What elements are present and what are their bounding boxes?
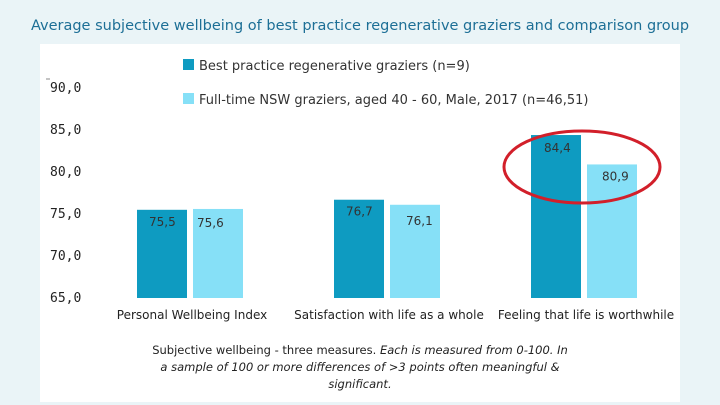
bar-comparison-2 — [390, 204, 440, 298]
category-label: Personal Wellbeing Index — [117, 308, 267, 322]
bar-best-practice-1 — [137, 209, 187, 298]
category-labels: Personal Wellbeing Index Satisfaction wit… — [117, 308, 674, 322]
y-tick-label: 70,0 — [50, 249, 81, 264]
y-tick-label: 85,0 — [50, 123, 81, 138]
bars: 75,5 75,6 76,7 76,1 84,4 80,9 — [137, 135, 637, 298]
footnote: Subjective wellbeing - three measures. E… — [150, 342, 570, 393]
data-label: 75,6 — [197, 216, 224, 230]
highlight-ellipse — [502, 129, 662, 205]
bar-best-practice-3 — [531, 135, 581, 298]
chart-title: Average subjective wellbeing of best pra… — [30, 18, 690, 34]
legend-label-comparison: Full-time NSW graziers, aged 40 - 60, Ma… — [199, 93, 588, 108]
bar-comparison-3 — [587, 164, 637, 298]
data-label: 76,7 — [346, 205, 373, 219]
data-label: 75,5 — [149, 215, 176, 229]
y-axis: 65,0 70,0 75,0 80,0 85,0 90,0 — [46, 78, 81, 306]
bar-comparison-1 — [193, 208, 243, 298]
data-label: 80,9 — [602, 169, 629, 183]
data-label: 84,4 — [544, 141, 571, 155]
legend: Best practice regenerative graziers (n=9… — [183, 59, 588, 108]
y-tick-label: 90,0 — [50, 81, 81, 96]
y-tick-label: 75,0 — [50, 207, 81, 222]
footnote-lead: Subjective wellbeing - three measures. — [152, 343, 377, 357]
legend-swatch-best-practice — [183, 59, 194, 70]
bar-best-practice-2 — [334, 199, 384, 298]
category-label: Satisfaction with life as a whole — [294, 308, 484, 322]
y-tick-label: 80,0 — [50, 165, 81, 180]
data-label: 76,1 — [406, 214, 433, 228]
legend-label-best-practice: Best practice regenerative graziers (n=9… — [199, 59, 470, 74]
legend-swatch-comparison — [183, 93, 194, 104]
category-label: Feeling that life is worthwhile — [498, 308, 674, 322]
footnote-detail: Each is measured from 0-100. In a sample… — [160, 343, 568, 391]
y-tick-label: 65,0 — [50, 291, 81, 306]
